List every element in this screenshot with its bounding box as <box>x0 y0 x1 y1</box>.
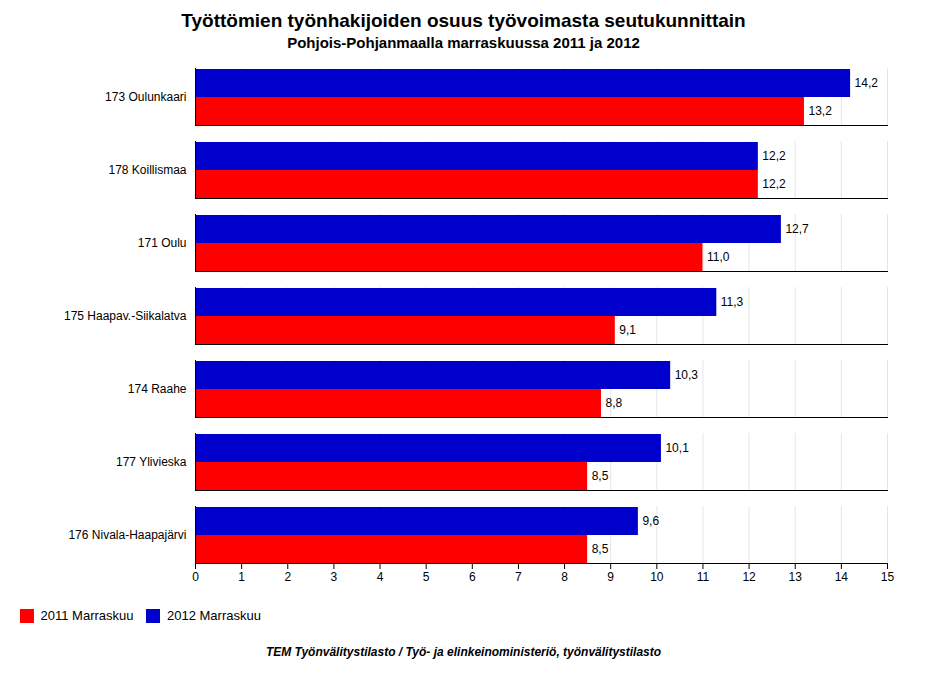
svg-text:11,0: 11,0 <box>707 250 730 264</box>
svg-text:9,1: 9,1 <box>619 323 636 337</box>
svg-text:10: 10 <box>650 570 664 584</box>
svg-text:11,3: 11,3 <box>721 295 744 309</box>
html-text:2012 Marraskuu: 2012 Marraskuu <box>167 608 261 623</box>
svg-text:12,2: 12,2 <box>762 149 786 163</box>
svg-text:9,6: 9,6 <box>642 514 659 528</box>
svg-text:14,2: 14,2 <box>855 76 879 90</box>
html-text:Pohjois-Pohjanmaalla marraskuu: Pohjois-Pohjanmaalla marraskuussa 2011 j… <box>287 34 640 51</box>
svg-text:176 Nivala-Haapajärvi: 176 Nivala-Haapajärvi <box>68 528 186 542</box>
svg-text:177 Ylivieska: 177 Ylivieska <box>116 455 187 469</box>
svg-text:9: 9 <box>607 570 614 584</box>
svg-text:14: 14 <box>835 570 849 584</box>
svg-text:13,2: 13,2 <box>808 104 832 118</box>
html-text:Työttömien työnhakijoiden osuu: Työttömien työnhakijoiden osuus työvoima… <box>181 10 746 31</box>
svg-text:178 Koillismaa: 178 Koillismaa <box>108 163 186 177</box>
svg-text:8: 8 <box>561 570 568 584</box>
svg-text:8,8: 8,8 <box>605 396 622 410</box>
svg-text:173 Oulunkaari: 173 Oulunkaari <box>105 90 186 104</box>
html-text:TEM Työnvälitystilasto / Työ-: TEM Työnvälitystilasto / Työ- ja elinkei… <box>265 644 662 659</box>
svg-text:8,5: 8,5 <box>592 542 609 556</box>
svg-text:0: 0 <box>192 570 199 584</box>
svg-text:6: 6 <box>469 570 476 584</box>
svg-text:15: 15 <box>881 570 895 584</box>
svg-text:171 Oulu: 171 Oulu <box>138 236 187 250</box>
svg-text:8,5: 8,5 <box>592 469 609 483</box>
svg-text:5: 5 <box>423 570 430 584</box>
svg-text:11: 11 <box>697 570 710 584</box>
svg-text:175 Haapav.-Siikalatva: 175 Haapav.-Siikalatva <box>64 309 187 323</box>
svg-text:4: 4 <box>377 570 384 584</box>
svg-text:12,7: 12,7 <box>785 222 809 236</box>
svg-text:174 Raahe: 174 Raahe <box>128 382 187 396</box>
html-text:2011 Marraskuu: 2011 Marraskuu <box>40 608 134 623</box>
svg-text:10,3: 10,3 <box>675 368 699 382</box>
svg-text:1: 1 <box>238 570 245 584</box>
svg-text:2: 2 <box>284 570 291 584</box>
svg-text:3: 3 <box>331 570 338 584</box>
svg-text:7: 7 <box>515 570 522 584</box>
svg-text:10,1: 10,1 <box>665 441 689 455</box>
svg-text:12: 12 <box>742 570 756 584</box>
svg-text:13: 13 <box>789 570 803 584</box>
svg-text:12,2: 12,2 <box>762 177 786 191</box>
